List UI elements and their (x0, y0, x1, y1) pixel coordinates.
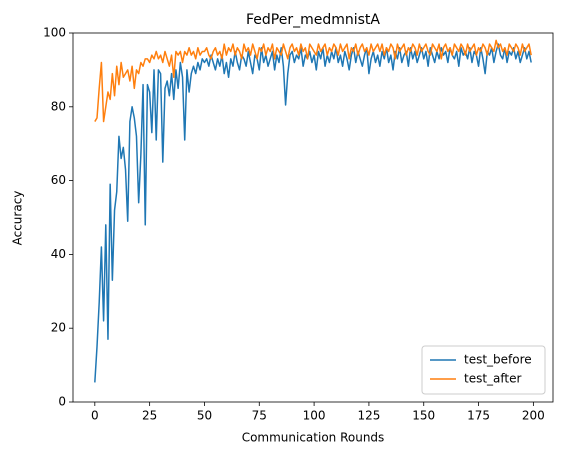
x-tick-label: 200 (522, 409, 545, 423)
y-axis-label: Accuracy (11, 191, 25, 246)
x-tick-label: 25 (142, 409, 157, 423)
legend-label: test_before (464, 353, 532, 367)
y-tick-label: 40 (51, 247, 66, 261)
x-tick-label: 175 (467, 409, 490, 423)
x-tick-label: 50 (197, 409, 212, 423)
data-line (94, 43, 532, 383)
legend-box (421, 345, 546, 395)
x-tick-label: 75 (252, 409, 267, 423)
legend: test_before test_after (421, 345, 546, 395)
x-tick-label: 150 (412, 409, 435, 423)
chart-title: FedPer_medmnistA (246, 12, 380, 28)
y-tick-label: 80 (51, 99, 66, 113)
y-tick-label: 20 (51, 321, 66, 335)
y-tick-label: 0 (58, 395, 66, 409)
data-line (94, 39, 532, 123)
x-tick-label: 125 (357, 409, 380, 423)
x-axis-label: Communication Rounds (242, 431, 385, 445)
x-tick-label: 0 (91, 409, 99, 423)
y-tick-label: 60 (51, 173, 66, 187)
x-tick-label: 100 (303, 409, 326, 423)
legend-label: test_after (464, 372, 522, 386)
plot-frame (72, 32, 554, 403)
y-tick-label: 100 (43, 26, 66, 40)
